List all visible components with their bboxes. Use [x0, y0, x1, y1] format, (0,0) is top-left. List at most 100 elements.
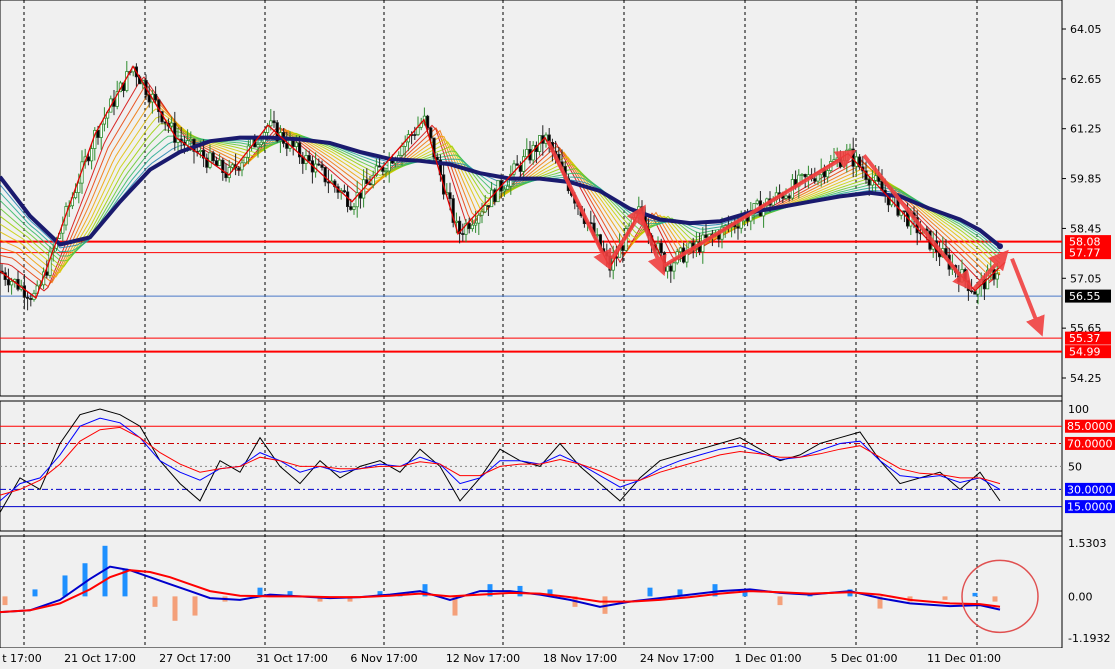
macd-histogram-bar	[942, 596, 948, 600]
candle-body	[349, 206, 353, 210]
macd-histogram-bar	[102, 545, 108, 597]
time-axis: t 17:00 21 Oct 17:00 27 Oct 17:00 31 Oct 17…	[0, 648, 1115, 665]
macd-histogram-bar	[677, 589, 683, 597]
price-tick-label: 61.25	[1070, 123, 1102, 136]
candle-body	[973, 291, 977, 295]
candle-body	[45, 271, 49, 276]
candle-body	[800, 174, 804, 176]
candle-body	[355, 192, 359, 208]
price-tag-box	[1065, 235, 1111, 249]
candle-body	[874, 175, 878, 181]
level-tag-label: 30.0000	[1067, 483, 1113, 496]
macd-panel[interactable]	[0, 545, 1039, 634]
candle-body	[736, 226, 740, 229]
ribbon-ma-line	[0, 123, 1001, 267]
price-panel[interactable]	[0, 61, 1062, 353]
price-tag-box	[1065, 345, 1111, 359]
macd-histogram-bar	[777, 596, 783, 606]
macd-histogram-bar	[877, 596, 883, 609]
trend-arrow	[610, 204, 646, 260]
trend-arrow	[546, 140, 612, 271]
annotation-circle	[961, 559, 1039, 634]
oscillator-tick-label: 100	[1068, 403, 1089, 416]
candle-body	[205, 157, 209, 168]
candle-body	[451, 198, 455, 223]
macd-panel-frame	[0, 535, 1063, 649]
candle-body	[157, 99, 161, 113]
candle-body	[813, 178, 817, 182]
candle-body	[448, 192, 452, 200]
candle-body	[704, 234, 708, 238]
candle-body	[429, 127, 433, 139]
price-tag-label: 57.77	[1069, 247, 1101, 260]
candle-body	[666, 265, 670, 272]
candle-body	[461, 233, 465, 235]
level-tag-box	[1065, 482, 1115, 496]
time-label: 11 Dec 01:00	[927, 652, 1001, 665]
time-label: 27 Oct 17:00	[159, 652, 231, 665]
candle-body	[505, 185, 510, 190]
candle-body	[256, 144, 260, 148]
trend-arrow	[662, 149, 857, 268]
oscillator-panel[interactable]	[0, 408, 1062, 513]
candle-body	[342, 190, 347, 193]
candle-body	[669, 265, 673, 272]
macd-histogram-bar	[2, 596, 8, 606]
candle-body	[115, 91, 119, 107]
time-label: 6 Nov 17:00	[350, 652, 417, 665]
candle-body	[502, 188, 507, 192]
candle-body	[867, 179, 871, 186]
candle-body	[454, 220, 459, 223]
candle-body	[659, 242, 663, 254]
candle-body	[173, 122, 177, 143]
level-tag-box	[1065, 419, 1115, 433]
macd-histogram-bar	[347, 596, 353, 602]
candle-body	[477, 214, 481, 224]
price-tag-label: 56.55	[1069, 290, 1101, 303]
candle-body	[169, 122, 174, 127]
price-tick-label: 54.25	[1070, 372, 1102, 385]
candle-body	[201, 149, 206, 159]
level-tag-box	[1065, 436, 1115, 450]
candle-body	[467, 222, 471, 230]
candle-body	[457, 220, 462, 234]
time-label: 18 Nov 17:00	[543, 652, 617, 665]
candle-body	[515, 163, 519, 166]
candle-body	[470, 224, 475, 230]
candle-body	[368, 183, 372, 186]
candle-body	[198, 149, 202, 152]
candle-body	[326, 181, 331, 184]
candle-body	[473, 222, 478, 226]
macd-histogram-bar	[287, 591, 293, 597]
candle-body	[90, 148, 94, 162]
candle-body	[320, 164, 324, 168]
macd-histogram-bar	[82, 563, 88, 597]
candle-body	[227, 167, 231, 179]
candle-body	[400, 145, 404, 156]
macd-histogram-bar	[62, 575, 68, 597]
candle-body	[269, 120, 273, 127]
macd-histogram-bar	[547, 589, 553, 597]
candle-body	[153, 93, 158, 101]
macd-line	[0, 569, 1001, 614]
macd-histogram-bar	[317, 596, 323, 602]
candle-body	[522, 156, 526, 172]
price-axis: 64.0562.6561.2559.8558.4557.0555.6554.25…	[1062, 23, 1115, 645]
candle-body	[29, 297, 33, 300]
macd-histogram-bar	[992, 596, 998, 602]
candle-body	[512, 163, 516, 175]
candle-body	[240, 162, 244, 171]
trend-arrow	[972, 249, 1009, 291]
candle-body	[493, 189, 497, 203]
candle-body	[6, 279, 10, 286]
candle-body	[784, 195, 788, 199]
macd-histogram-bar	[972, 592, 978, 597]
time-label: t 17:00	[2, 652, 42, 665]
macd-histogram-bar	[517, 585, 523, 597]
candle-body	[96, 129, 100, 138]
candle-body	[486, 205, 491, 208]
candle-body	[787, 195, 791, 199]
candle-body	[294, 142, 299, 148]
candle-body	[995, 273, 999, 280]
macd-histogram-bar	[742, 591, 748, 597]
